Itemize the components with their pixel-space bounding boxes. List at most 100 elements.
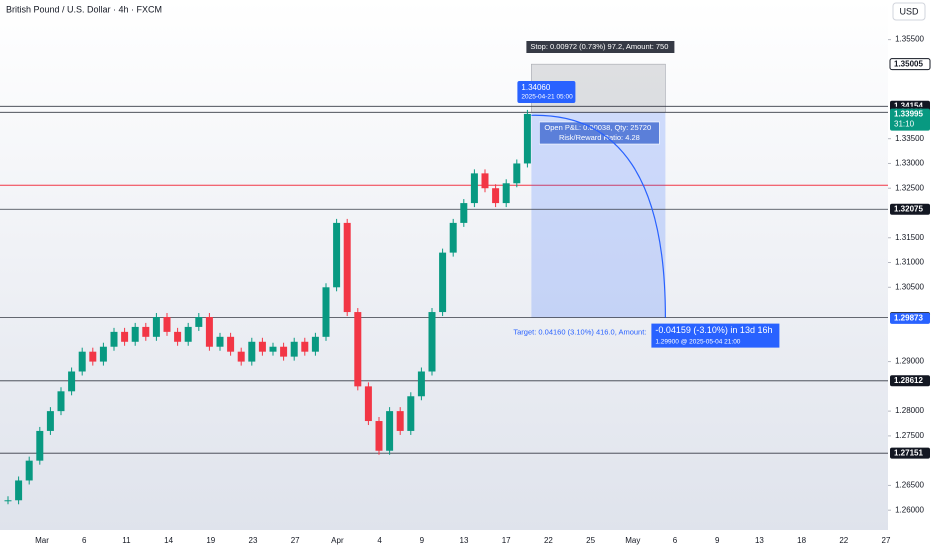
x-tick-label: 22 — [544, 536, 553, 545]
rr-text: Risk/Reward Ratio: 4.28 — [559, 133, 640, 142]
result-text: -0.04159 (-3.10%) in 13d 16h — [655, 325, 772, 335]
candle-body — [248, 341, 256, 362]
x-tick-label: 6 — [673, 536, 678, 545]
y-tick-label: 1.30500 — [895, 282, 924, 291]
candle-body — [439, 252, 447, 313]
x-tick-label: Mar — [35, 536, 49, 545]
candle-body — [322, 287, 330, 337]
currency-label[interactable]: USD — [899, 6, 919, 16]
x-tick-label: 6 — [82, 536, 87, 545]
y-tick-label: 1.31500 — [895, 233, 924, 242]
candle-body — [364, 386, 372, 422]
target-text: Target: 0.04160 (3.10%) 416.0, Amount: — [513, 328, 646, 337]
candle-body — [237, 351, 245, 362]
entry-tooltip — [517, 81, 576, 103]
y-tick-label: 1.27500 — [895, 431, 924, 440]
candle-body — [449, 222, 457, 253]
candle-body — [4, 500, 12, 502]
y-tick-label: 1.26000 — [895, 505, 924, 514]
price-tag-label: 1.32075 — [894, 204, 923, 213]
candle-body — [174, 331, 182, 342]
y-tick-label: 1.31000 — [895, 258, 924, 267]
candle-body — [523, 113, 531, 164]
candle-body — [99, 346, 107, 362]
entry-date: 2025-04-21 05:00 — [521, 94, 573, 101]
candle-body — [195, 317, 203, 327]
x-tick-label: 14 — [164, 536, 173, 545]
x-tick-label: 13 — [460, 536, 469, 545]
price-tag — [890, 312, 930, 324]
y-tick-label: 1.26500 — [895, 481, 924, 490]
candle-body — [184, 326, 192, 342]
x-tick-label: 23 — [249, 536, 258, 545]
entry-price: 1.34060 — [521, 83, 550, 92]
x-tick-label: 25 — [586, 536, 595, 545]
x-tick-label: 9 — [420, 536, 425, 545]
candle-body — [343, 222, 351, 313]
currency-button[interactable] — [892, 2, 926, 21]
candle-body — [110, 331, 118, 347]
candle-body — [46, 411, 54, 431]
price-tag-label: 1.29873 — [894, 313, 923, 322]
x-tick-label: 27 — [291, 536, 300, 545]
candle-body — [470, 173, 478, 204]
time-axis — [0, 530, 888, 550]
candle-body — [89, 351, 97, 362]
x-tick-label: 17 — [502, 536, 511, 545]
x-tick-label: Apr — [331, 536, 344, 545]
candle-body — [407, 396, 415, 431]
result-box — [651, 323, 780, 348]
price-tag-label: 1.34154 — [894, 101, 923, 110]
candle-body — [258, 341, 266, 352]
x-tick-label: May — [625, 536, 640, 545]
candle-body — [354, 312, 362, 387]
price-tag-label: 1.27151 — [894, 448, 923, 457]
pl-box — [539, 121, 660, 145]
symbol-title: British Pound / U.S. Dollar · 4h · FXCM — [6, 4, 162, 14]
x-tick-label: 18 — [797, 536, 806, 545]
candle-body — [375, 421, 383, 451]
x-tick-label: 22 — [839, 536, 848, 545]
result-sub: 1.29900 @ 2025-05-04 21:00 — [655, 338, 740, 345]
y-tick-label: 1.33500 — [895, 134, 924, 143]
price-tag — [890, 203, 930, 215]
countdown: 31:10 — [894, 119, 915, 128]
candle-body — [36, 430, 44, 461]
candle-body — [121, 331, 129, 342]
candle-body — [502, 183, 510, 204]
y-tick-label: 1.32500 — [895, 183, 924, 192]
candle-body — [492, 188, 500, 204]
price-tag — [890, 108, 930, 131]
candle-body — [290, 341, 298, 357]
price-axis — [888, 0, 932, 550]
candle-body — [78, 351, 86, 372]
candle-body — [428, 312, 436, 372]
price-tag — [890, 375, 930, 387]
candle-body — [163, 317, 171, 332]
y-tick-label: 1.29000 — [895, 357, 924, 366]
candle-body — [142, 326, 150, 337]
candle-body — [311, 336, 319, 352]
candle-body — [301, 341, 309, 352]
y-tick-label: 1.35500 — [895, 35, 924, 44]
x-tick-label: 27 — [882, 536, 891, 545]
price-tag — [890, 447, 930, 459]
candle-body — [396, 411, 404, 431]
candle-body — [513, 163, 521, 184]
projection-arrow — [531, 114, 666, 318]
x-tick-label: 9 — [715, 536, 720, 545]
y-tick-label: 1.28000 — [895, 406, 924, 415]
candle-body — [280, 346, 288, 357]
x-tick-label: 4 — [377, 536, 382, 545]
price-tag-label: 1.33995 — [894, 109, 923, 118]
candle-body — [205, 317, 213, 347]
candle-body — [481, 173, 489, 189]
candle-body — [131, 326, 139, 342]
candle-body — [460, 203, 468, 223]
stop-box — [526, 41, 675, 53]
candle-body — [15, 480, 23, 501]
candle-body — [25, 460, 33, 481]
candle-body — [227, 336, 235, 352]
x-tick-label: 13 — [755, 536, 764, 545]
